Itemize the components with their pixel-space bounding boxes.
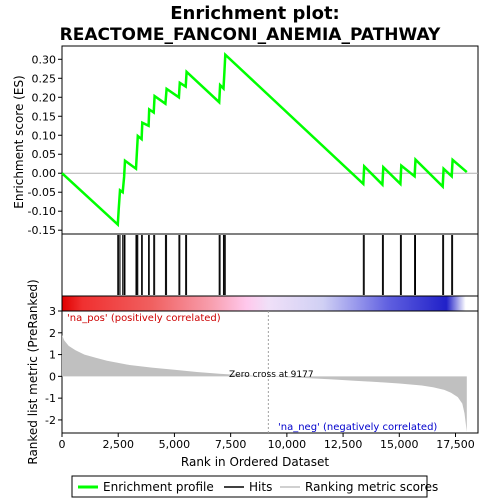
- es-y-tick-label: -0.05: [28, 186, 56, 199]
- es-y-tick-label: -0.10: [28, 205, 56, 218]
- rank-y-tick-label: 1: [49, 349, 56, 362]
- es-y-tick-label: 0.00: [32, 167, 57, 180]
- rank-y-tick-label: 0: [49, 370, 56, 383]
- positive-correlation-label: 'na_pos' (positively correlated): [67, 313, 221, 324]
- rank-y-tick-label: 3: [49, 305, 56, 318]
- chart-title-line2: REACTOME_FANCONI_ANEMIA_PATHWAY: [60, 25, 441, 45]
- negative-correlation-label: 'na_neg' (negatively correlated): [278, 422, 437, 433]
- hits-panel-frame: [61, 233, 479, 297]
- rank-y-axis-label: Ranked list metric (PreRanked): [26, 279, 40, 464]
- es-y-tick-label: 0.05: [32, 148, 57, 161]
- x-tick-label: 17,500: [436, 438, 475, 451]
- x-tick-label: 15,000: [380, 438, 419, 451]
- legend-ranking-label: Ranking metric scores: [305, 480, 438, 494]
- es-y-tick-label: 0.10: [32, 129, 57, 142]
- es-y-axis-label: Enrichment score (ES): [12, 75, 26, 208]
- ranking-colorbar: [61, 295, 479, 312]
- rank-y-tick-label: -1: [45, 392, 56, 405]
- legend-enrichment-label: Enrichment profile: [103, 480, 214, 494]
- es-y-ticks: 0.30 0.25 0.20 0.15 0.10 0.05 0.00 -0.05 -0.10 -0…: [28, 53, 62, 237]
- x-tick-label: 12,500: [324, 438, 363, 451]
- es-y-tick-label: 0.20: [32, 91, 57, 104]
- legend-hits-label: Hits: [249, 480, 272, 494]
- x-tick-label: 10,000: [268, 438, 307, 451]
- x-tick-label: 7,500: [215, 438, 247, 451]
- x-axis-ticks: 0 2,500 5,000 7,500 10,000 12,500 15,000 17,500: [59, 433, 475, 451]
- zero-cross-label: Zero cross at 9177: [229, 370, 314, 380]
- chart-title-line1: Enrichment plot:: [170, 3, 340, 24]
- rank-y-tick-label: 2: [49, 327, 56, 340]
- x-tick-label: 2,500: [102, 438, 134, 451]
- legend-box: [71, 475, 428, 498]
- enrichment-profile-line: [61, 51, 468, 228]
- es-y-tick-label: 0.25: [32, 72, 57, 85]
- es-y-tick-label: -0.15: [28, 224, 56, 237]
- x-tick-label: 0: [59, 438, 66, 451]
- rank-y-ticks: 3 2 1 0 -1 -2: [45, 305, 62, 427]
- es-y-tick-label: 0.15: [32, 110, 57, 123]
- es-panel-frame: [61, 45, 479, 235]
- hits-markers: [117, 235, 454, 295]
- x-tick-label: 5,000: [159, 438, 191, 451]
- es-y-tick-label: 0.30: [32, 53, 57, 66]
- x-axis-label: Rank in Ordered Dataset: [181, 455, 329, 469]
- rank-y-tick-label: -2: [45, 414, 56, 427]
